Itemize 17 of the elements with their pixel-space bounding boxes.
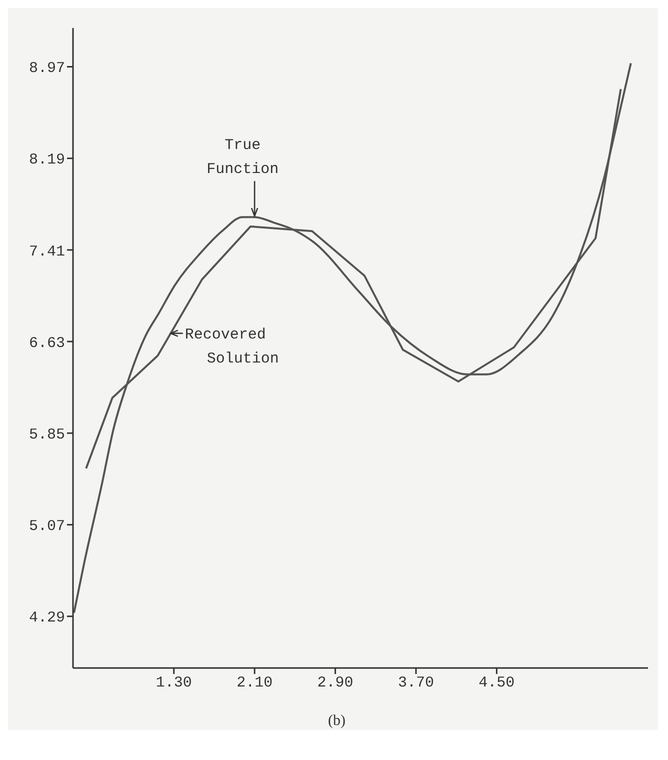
x-tick-label: 1.30 <box>156 674 192 692</box>
text: (b) <box>327 713 346 730</box>
y-tick-label: 5.07 <box>28 518 65 536</box>
y-tick-label: 4.29 <box>28 610 65 627</box>
x-tick-label: 2.10 <box>236 674 273 692</box>
line-series <box>73 62 632 614</box>
y-tick-label: 8.19 <box>28 152 65 169</box>
annotation: True Function <box>206 137 279 178</box>
annotation: Recovered Solution <box>184 326 279 368</box>
x-tick-label: 3.70 <box>398 674 434 692</box>
y-tick-label: 8.97 <box>28 60 65 78</box>
x-tick-label: 4.50 <box>478 674 515 692</box>
y-tick-label: 5.85 <box>28 426 65 444</box>
y-tick-label: 7.41 <box>28 243 65 260</box>
line-series <box>85 88 622 470</box>
y-tick-label: 6.63 <box>28 334 65 352</box>
x-tick-label: 2.90 <box>317 674 354 692</box>
